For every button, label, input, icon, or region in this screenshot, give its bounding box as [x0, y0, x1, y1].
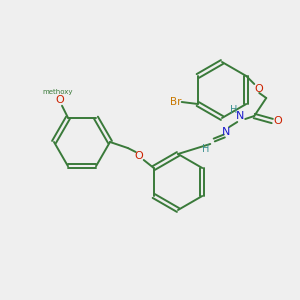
- Text: O: O: [56, 95, 64, 105]
- Text: O: O: [255, 84, 264, 94]
- Text: O: O: [274, 116, 283, 126]
- Text: N: N: [236, 111, 244, 121]
- Text: H: H: [202, 144, 209, 154]
- Text: methoxy: methoxy: [43, 89, 73, 95]
- Text: H: H: [230, 105, 237, 115]
- Text: O: O: [134, 151, 143, 161]
- Text: N: N: [222, 127, 230, 137]
- Text: Br: Br: [170, 97, 182, 107]
